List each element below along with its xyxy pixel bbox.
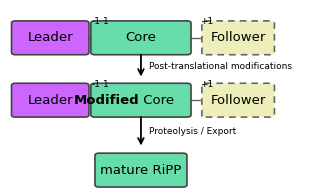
FancyBboxPatch shape bbox=[202, 21, 274, 55]
FancyBboxPatch shape bbox=[202, 83, 274, 117]
Text: Modified: Modified bbox=[74, 94, 139, 107]
Text: Follower: Follower bbox=[211, 94, 266, 107]
Text: +1: +1 bbox=[200, 80, 213, 89]
Text: Core: Core bbox=[125, 31, 156, 44]
Text: Proteolysis / Export: Proteolysis / Export bbox=[149, 127, 236, 136]
Text: Core: Core bbox=[139, 94, 174, 107]
Text: Post-translational modifications: Post-translational modifications bbox=[149, 62, 292, 71]
Text: -1: -1 bbox=[92, 80, 101, 89]
FancyBboxPatch shape bbox=[95, 153, 187, 187]
FancyBboxPatch shape bbox=[91, 83, 191, 117]
FancyBboxPatch shape bbox=[91, 21, 191, 55]
Text: mature RiPP: mature RiPP bbox=[100, 164, 182, 177]
Text: 1: 1 bbox=[103, 17, 109, 26]
FancyBboxPatch shape bbox=[12, 21, 89, 55]
Text: Leader: Leader bbox=[28, 94, 73, 107]
Text: -1: -1 bbox=[92, 17, 101, 26]
Text: Follower: Follower bbox=[211, 31, 266, 44]
Text: +1: +1 bbox=[200, 17, 213, 26]
Text: 1: 1 bbox=[103, 80, 109, 89]
FancyBboxPatch shape bbox=[12, 83, 89, 117]
Text: Leader: Leader bbox=[28, 31, 73, 44]
